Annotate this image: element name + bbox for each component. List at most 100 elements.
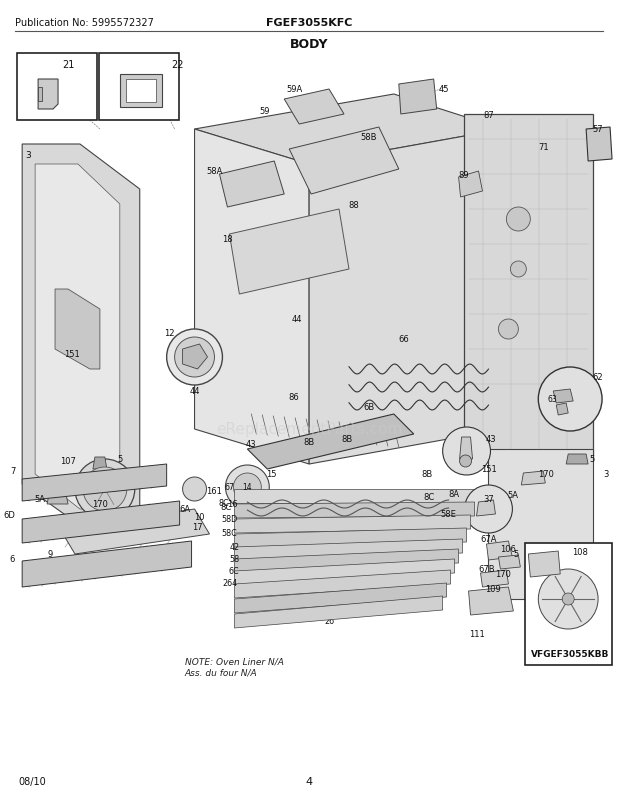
Text: Publication No: 5995572327: Publication No: 5995572327 — [16, 18, 154, 28]
Text: 42: 42 — [229, 543, 239, 552]
FancyBboxPatch shape — [17, 54, 97, 121]
Circle shape — [464, 485, 512, 533]
Polygon shape — [247, 415, 414, 469]
Polygon shape — [234, 559, 454, 585]
Text: 5: 5 — [590, 455, 595, 464]
Text: 5A: 5A — [507, 491, 518, 500]
Polygon shape — [521, 472, 545, 485]
Text: 109: 109 — [485, 585, 502, 593]
Circle shape — [75, 460, 135, 520]
Text: 58E: 58E — [441, 510, 456, 519]
Text: 9: 9 — [48, 550, 53, 559]
Polygon shape — [556, 403, 568, 415]
Polygon shape — [284, 90, 344, 125]
Text: 264: 264 — [222, 579, 237, 588]
Text: 67: 67 — [224, 483, 234, 492]
Text: 3: 3 — [25, 150, 31, 160]
Text: 8A: 8A — [448, 490, 459, 499]
Polygon shape — [38, 80, 58, 110]
Polygon shape — [234, 583, 446, 614]
Circle shape — [459, 456, 472, 468]
Text: 63: 63 — [547, 395, 557, 404]
Text: BODY: BODY — [290, 38, 329, 51]
Text: 18: 18 — [222, 235, 232, 244]
Polygon shape — [219, 162, 284, 208]
Text: 8C: 8C — [423, 493, 435, 502]
Polygon shape — [22, 541, 192, 587]
Polygon shape — [234, 516, 471, 533]
Text: 8B: 8B — [304, 438, 315, 447]
Text: 57: 57 — [593, 125, 603, 134]
Polygon shape — [234, 549, 459, 573]
Polygon shape — [586, 128, 612, 162]
Text: 111: 111 — [469, 630, 484, 638]
Text: 67B: 67B — [478, 565, 495, 573]
Text: 6A: 6A — [179, 505, 190, 514]
Text: 151: 151 — [64, 350, 80, 359]
Polygon shape — [528, 551, 560, 577]
FancyBboxPatch shape — [99, 54, 179, 121]
Text: 37: 37 — [483, 495, 494, 504]
Polygon shape — [229, 210, 349, 294]
Text: 58A: 58A — [206, 168, 223, 176]
Text: VFGEF3055KBB: VFGEF3055KBB — [531, 650, 609, 658]
Circle shape — [538, 569, 598, 630]
Polygon shape — [60, 509, 210, 554]
Polygon shape — [38, 88, 42, 102]
Text: 43: 43 — [485, 435, 496, 444]
Text: 6D: 6D — [3, 511, 16, 520]
Text: FGEF3055KFC: FGEF3055KFC — [266, 18, 352, 28]
Text: 17: 17 — [192, 523, 203, 532]
Text: 44: 44 — [292, 315, 303, 324]
Text: 170: 170 — [92, 500, 108, 508]
Circle shape — [510, 261, 526, 277]
Text: NOTE: Oven Liner N/A
Ass. du four N/A: NOTE: Oven Liner N/A Ass. du four N/A — [185, 657, 283, 677]
Circle shape — [498, 320, 518, 339]
Text: 5: 5 — [117, 455, 122, 464]
Text: 62: 62 — [593, 373, 603, 382]
Polygon shape — [47, 489, 68, 504]
Text: 66: 66 — [399, 335, 409, 344]
Text: 7: 7 — [10, 467, 16, 476]
Polygon shape — [126, 80, 156, 103]
Text: 58: 58 — [229, 555, 239, 564]
Polygon shape — [234, 570, 451, 598]
Text: 161: 161 — [206, 487, 223, 496]
Text: 26: 26 — [324, 617, 334, 626]
Polygon shape — [469, 587, 513, 615]
Text: 4: 4 — [306, 776, 312, 786]
Polygon shape — [195, 130, 309, 464]
Circle shape — [233, 473, 261, 501]
Text: 3: 3 — [603, 470, 609, 479]
Polygon shape — [464, 115, 593, 460]
Text: 25: 25 — [314, 605, 324, 614]
Polygon shape — [234, 489, 479, 504]
Text: 58D: 58D — [221, 515, 237, 524]
Text: 44: 44 — [189, 387, 200, 396]
Text: 08/10: 08/10 — [18, 776, 46, 786]
Text: 170: 170 — [495, 569, 512, 579]
Text: 45: 45 — [438, 85, 449, 95]
Circle shape — [167, 330, 223, 386]
Polygon shape — [120, 75, 162, 107]
Polygon shape — [35, 164, 120, 509]
Polygon shape — [489, 449, 593, 599]
Polygon shape — [55, 290, 100, 370]
Polygon shape — [234, 596, 443, 628]
Polygon shape — [487, 541, 512, 561]
Polygon shape — [93, 457, 107, 469]
Polygon shape — [459, 437, 472, 460]
Circle shape — [182, 477, 206, 501]
Text: 16: 16 — [227, 500, 237, 508]
Text: 22: 22 — [171, 60, 184, 70]
Polygon shape — [553, 390, 573, 403]
Polygon shape — [399, 80, 436, 115]
Polygon shape — [22, 501, 180, 543]
Polygon shape — [22, 464, 167, 501]
Text: 67A: 67A — [480, 535, 497, 544]
Text: 88: 88 — [348, 200, 360, 209]
Text: 87: 87 — [483, 111, 494, 119]
Text: 58C: 58C — [221, 529, 237, 538]
Text: 6C: 6C — [229, 567, 239, 576]
Text: 106: 106 — [500, 545, 516, 554]
